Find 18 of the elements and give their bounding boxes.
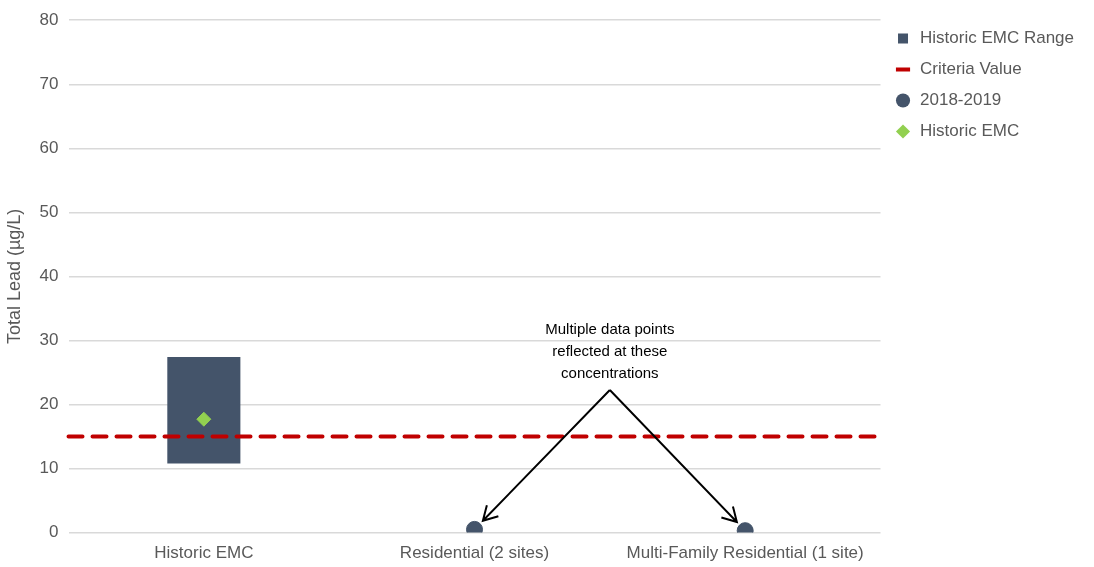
y-tick-label: 20 (39, 394, 59, 414)
y-tick-label: 10 (39, 458, 59, 478)
annotation: Multiple data points reflected at these concentrations (545, 320, 675, 382)
y-tick-label: 70 (39, 73, 59, 93)
y-axis-title: Total Lead (µg/L) (3, 208, 24, 345)
y-tick-label: 0 (49, 522, 59, 542)
y-tick-label: 40 (39, 266, 59, 286)
y-tick-label: 80 (39, 9, 59, 29)
legend-label: Historic EMC (920, 121, 1020, 141)
legend-label: Criteria Value (920, 59, 1022, 79)
y-tick-label: 50 (39, 202, 59, 222)
x-tick-label: Historic EMC (154, 543, 254, 563)
x-tick-label: Residential (2 sites) (399, 543, 550, 563)
x-tick-label: Multi-Family Residential (1 site) (626, 543, 864, 563)
legend-label: 2018-2019 (920, 90, 1002, 110)
y-tick-label: 60 (39, 137, 59, 157)
legend-label: Historic EMC Range (920, 28, 1075, 48)
y-tick-label: 30 (39, 330, 59, 350)
